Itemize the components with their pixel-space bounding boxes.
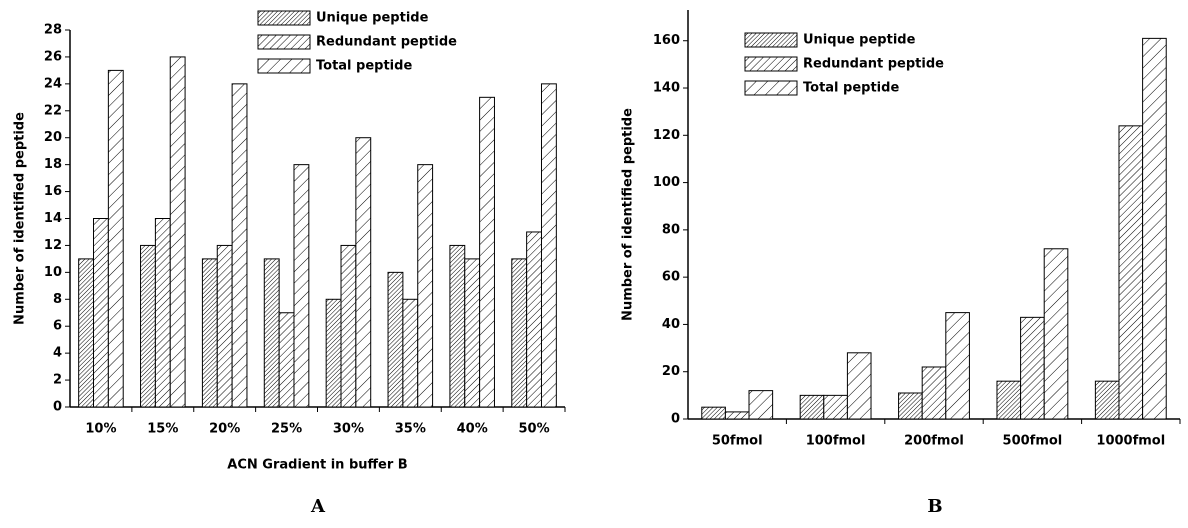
- y-axis-label: Number of identified peptide: [621, 108, 636, 321]
- x-tick-label: 100fmol: [806, 434, 866, 449]
- legend-swatch: [257, 34, 311, 50]
- bar: [511, 258, 528, 408]
- y-tick-label: 60: [662, 270, 680, 285]
- bar: [1142, 37, 1167, 420]
- legend-swatch: [744, 56, 798, 72]
- bar: [355, 137, 372, 408]
- bar: [1094, 380, 1120, 420]
- bar: [799, 394, 825, 420]
- y-tick-label: 28: [44, 23, 62, 38]
- y-tick-label: 4: [53, 346, 62, 361]
- bar: [724, 411, 750, 420]
- bar: [387, 271, 404, 408]
- bar: [526, 231, 542, 408]
- legend-label: Redundant peptide: [316, 35, 457, 50]
- bar: [464, 258, 481, 408]
- y-axis-label: Number of identified peptide: [13, 112, 28, 325]
- x-tick-label: 200fmol: [904, 434, 964, 449]
- x-tick-label: 1000fmol: [1096, 434, 1165, 449]
- legend-label: Redundant peptide: [803, 57, 944, 72]
- legend-swatch: [744, 80, 798, 96]
- x-axis-label: ACN Gradient in buffer B: [227, 458, 407, 473]
- y-tick-label: 20: [44, 130, 62, 145]
- x-tick-label: 20%: [209, 422, 240, 437]
- bar: [340, 244, 357, 408]
- bar: [402, 298, 419, 408]
- x-tick-label: 10%: [85, 422, 116, 437]
- bar: [748, 390, 774, 420]
- x-tick-label: 500fmol: [1003, 434, 1063, 449]
- bar: [93, 218, 109, 408]
- bar: [449, 244, 466, 408]
- x-tick-label: 30%: [333, 422, 364, 437]
- y-tick-label: 120: [653, 128, 680, 143]
- legend-label: Total peptide: [803, 81, 899, 96]
- x-tick-label: 25%: [271, 422, 302, 437]
- bar: [216, 244, 233, 408]
- bar: [921, 366, 947, 420]
- bar: [701, 406, 726, 420]
- legend-swatch: [744, 32, 798, 48]
- bar: [78, 258, 95, 408]
- legend-label: Unique peptide: [803, 33, 916, 48]
- x-tick-label: 50%: [519, 422, 550, 437]
- y-tick-label: 22: [44, 103, 62, 118]
- y-tick-label: 140: [653, 81, 680, 96]
- legend-label: Unique peptide: [316, 11, 429, 26]
- bar: [1043, 248, 1069, 420]
- legend-swatch: [257, 10, 311, 26]
- bar: [417, 164, 434, 408]
- y-tick-label: 24: [44, 76, 62, 91]
- x-tick-label: 15%: [147, 422, 178, 437]
- y-tick-label: 26: [44, 49, 62, 64]
- y-tick-label: 10: [44, 265, 62, 280]
- y-tick-label: 100: [653, 175, 680, 190]
- y-tick-label: 0: [53, 400, 62, 415]
- bar: [140, 244, 156, 408]
- bar: [823, 394, 848, 420]
- legend-swatch: [257, 58, 311, 74]
- y-tick-label: 6: [53, 319, 62, 334]
- legend-label: Total peptide: [316, 59, 412, 74]
- bar: [278, 312, 295, 408]
- y-tick-label: 18: [44, 157, 62, 172]
- y-tick-label: 16: [44, 184, 62, 199]
- panel-label: A: [310, 496, 326, 517]
- bar: [898, 392, 923, 420]
- bar: [154, 218, 171, 408]
- y-tick-label: 20: [662, 364, 680, 379]
- bar: [201, 258, 218, 408]
- bar: [1118, 125, 1144, 420]
- x-tick-label: 35%: [395, 422, 426, 437]
- bar: [945, 312, 970, 420]
- bar: [231, 83, 248, 408]
- y-tick-label: 80: [662, 222, 680, 237]
- bar: [325, 298, 342, 408]
- y-tick-label: 0: [671, 412, 680, 427]
- bar: [169, 56, 186, 408]
- y-tick-label: 160: [653, 33, 680, 48]
- y-tick-label: 12: [44, 238, 62, 253]
- bar: [107, 69, 124, 408]
- x-tick-label: 50fmol: [712, 434, 763, 449]
- panel-label: B: [927, 496, 942, 517]
- bar: [540, 83, 557, 408]
- bar: [479, 96, 495, 408]
- bar: [996, 380, 1022, 420]
- y-tick-label: 14: [44, 211, 62, 226]
- x-tick-label: 40%: [457, 422, 488, 437]
- bar: [293, 164, 310, 408]
- bar: [263, 258, 280, 408]
- bar: [1020, 316, 1045, 420]
- bar: [846, 352, 872, 420]
- y-tick-label: 40: [662, 317, 680, 332]
- y-tick-label: 8: [53, 292, 62, 307]
- y-tick-label: 2: [53, 373, 62, 388]
